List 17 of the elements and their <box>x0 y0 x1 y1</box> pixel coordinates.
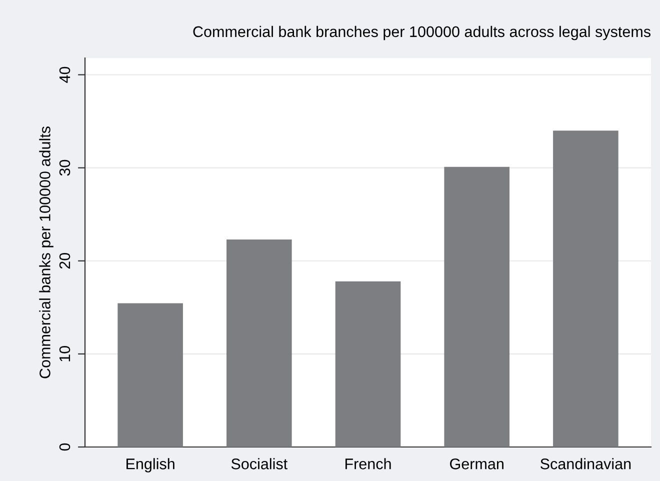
bar <box>226 239 292 447</box>
bar <box>335 281 401 447</box>
y-tick-label: 20 <box>59 252 70 269</box>
x-tick-label: French <box>345 458 391 470</box>
y-axis-title: Commercial banks per 100000 adults <box>39 126 54 378</box>
y-tick-label: 10 <box>59 346 70 362</box>
y-tick-label: 40 <box>59 66 70 83</box>
chart-title: Commercial bank branches per 100000 adults across legal systems <box>193 26 650 40</box>
x-tick-label: Scandinavian <box>540 458 631 470</box>
bar <box>444 166 510 447</box>
bar <box>118 303 183 447</box>
y-tick-label: 0 <box>59 443 70 451</box>
y-tick-label: 30 <box>59 160 70 176</box>
x-tick-label: Socialist <box>231 458 288 470</box>
x-tick-label: German <box>450 458 504 470</box>
bar <box>553 130 618 447</box>
x-tick-label: English <box>126 458 174 472</box>
